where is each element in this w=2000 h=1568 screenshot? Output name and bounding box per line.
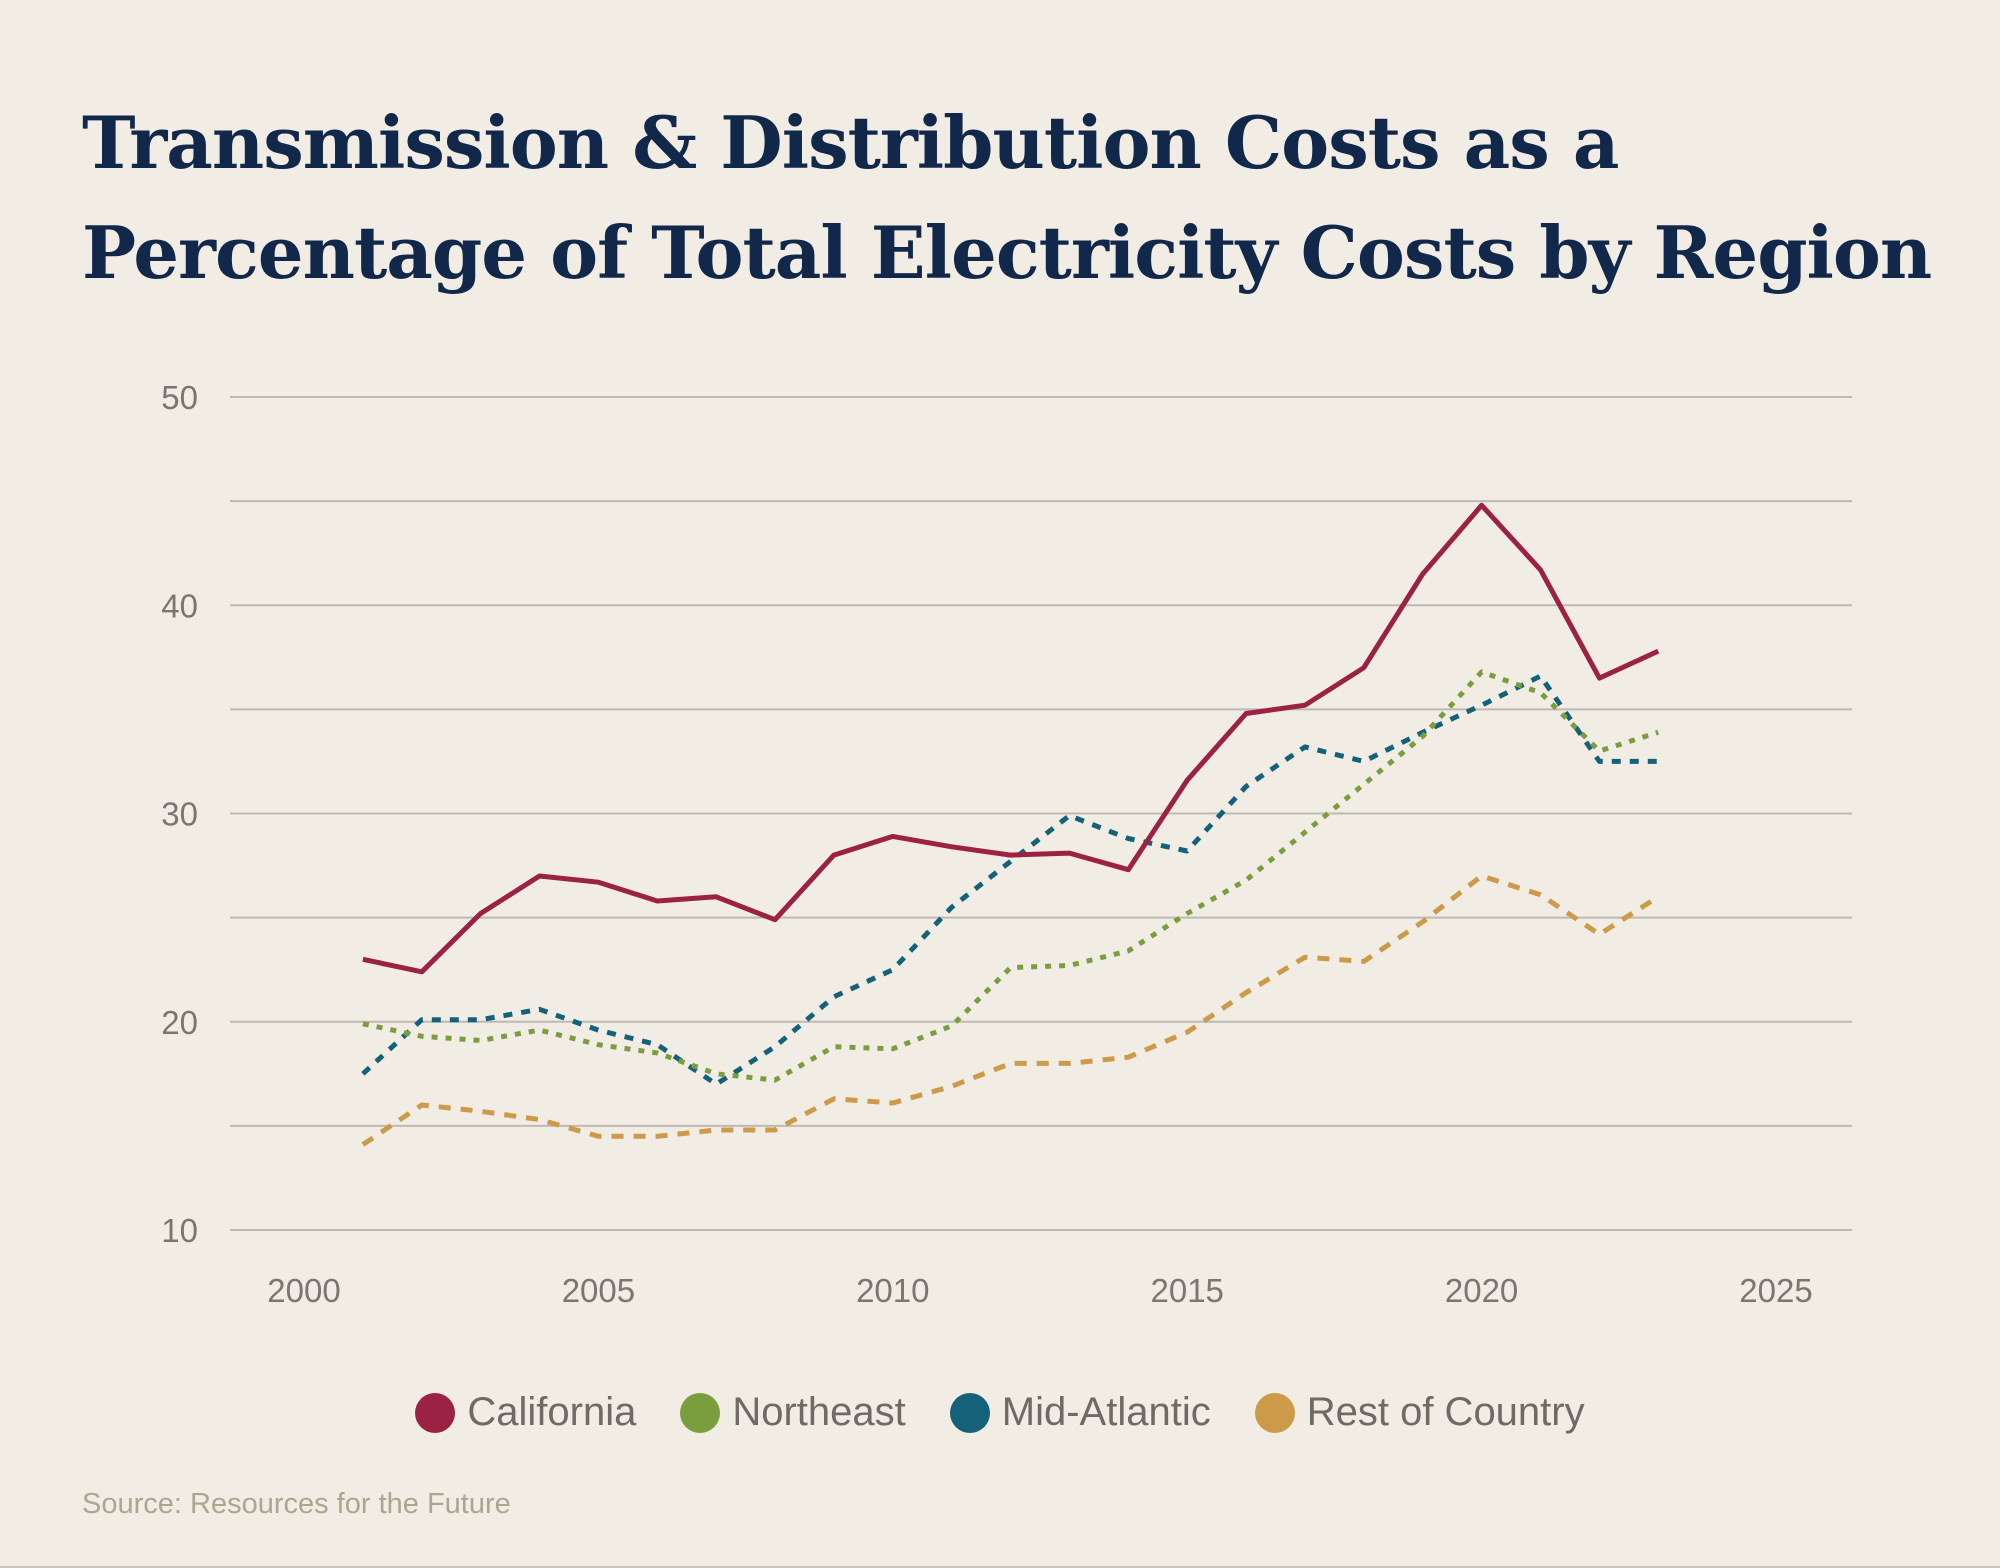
x-tick-label: 2005	[562, 1272, 635, 1309]
divider	[0, 1566, 2000, 1568]
series-northeast	[362, 669, 1659, 1083]
legend-label: Mid-Atlantic	[1001, 1390, 1211, 1434]
legend-item-northeast: Northeast	[680, 1390, 906, 1435]
legend-item-rest-of-country: Rest of Country	[1254, 1390, 1585, 1435]
x-tick-label: 2010	[856, 1272, 929, 1309]
rest-of-country-swatch	[1254, 1392, 1295, 1433]
series-rest-of-country	[361, 873, 1660, 1147]
legend-label: Northeast	[732, 1390, 906, 1434]
legend-item-mid-atlantic: Mid-Atlantic	[949, 1390, 1211, 1435]
legend: California Northeast Mid-Atlantic Rest o…	[0, 1390, 2000, 1435]
series-california	[362, 502, 1660, 975]
x-tick-label: 2020	[1445, 1272, 1518, 1309]
y-tick-label: 50	[161, 379, 198, 416]
x-tick-label: 2000	[267, 1272, 340, 1309]
y-axis-ticks: 10 20 30 40 50	[161, 379, 198, 1249]
x-axis-ticks: 2000 2005 2010 2015 2020 2025	[267, 1272, 1812, 1309]
california-swatch	[415, 1392, 456, 1433]
x-tick-label: 2025	[1739, 1272, 1812, 1309]
legend-label: Rest of Country	[1306, 1390, 1585, 1434]
chart-title: Transmission & Distribution Costs as a P…	[82, 100, 1932, 295]
mid-atlantic-swatch	[949, 1392, 990, 1433]
gridlines	[230, 396, 1852, 1231]
x-tick-label: 2015	[1150, 1272, 1223, 1309]
y-tick-label: 40	[161, 587, 198, 624]
y-tick-label: 20	[161, 1004, 198, 1041]
legend-label: California	[467, 1390, 637, 1434]
source-note: Source: Resources for the Future	[82, 1488, 511, 1520]
y-tick-label: 10	[161, 1212, 198, 1249]
legend-item-california: California	[415, 1390, 636, 1435]
y-tick-label: 30	[161, 796, 198, 833]
series-lines	[361, 502, 1660, 1147]
series-mid-atlantic	[361, 673, 1659, 1087]
northeast-swatch	[680, 1392, 721, 1433]
